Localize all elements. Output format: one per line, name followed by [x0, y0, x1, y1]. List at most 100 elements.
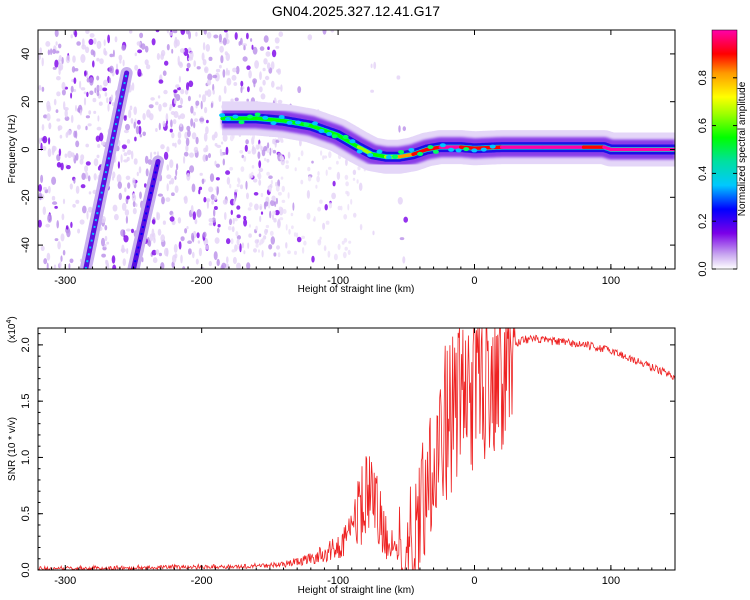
- noise-speck: [68, 263, 71, 269]
- noise-speck: [311, 160, 314, 164]
- noise-speck: [256, 239, 260, 243]
- noise-speck: [280, 84, 283, 92]
- noise-speck: [46, 252, 51, 261]
- colorbar-axes: 0.0 0.2 0.4 0.6 0.8: [697, 70, 737, 277]
- x-tick-label: 0: [471, 575, 477, 587]
- noise-speck: [193, 146, 199, 154]
- noise-speck: [75, 185, 80, 194]
- noise-speck: [281, 199, 286, 203]
- noise-speck: [60, 255, 63, 262]
- noise-speck: [265, 224, 270, 229]
- noise-speck: [248, 233, 252, 238]
- noise-speck: [79, 158, 84, 165]
- noise-speck: [102, 246, 107, 251]
- noise-speck: [134, 64, 139, 71]
- noise-speck: [56, 91, 61, 97]
- ridge-spot: [480, 147, 487, 152]
- noise-speck: [61, 57, 64, 65]
- spectrogram-ylabel: Frequency (Hz): [7, 115, 18, 184]
- noise-speck: [232, 67, 237, 73]
- noise-speck: [182, 266, 186, 269]
- noise-speck: [177, 131, 182, 139]
- noise-speck: [216, 186, 219, 195]
- noise-speck: [222, 158, 225, 166]
- noise-speck: [208, 186, 214, 193]
- noise-speck: [247, 242, 250, 249]
- noise-speck: [175, 169, 178, 177]
- noise-speck: [263, 58, 268, 65]
- y-tick-label: 0: [20, 146, 32, 152]
- noise-speck: [74, 68, 79, 72]
- noise-speck: [234, 97, 239, 102]
- noise-speck: [133, 121, 136, 129]
- noise-speck: [373, 61, 377, 70]
- y-tick-label: 1.5: [20, 394, 32, 409]
- noise-speck: [166, 164, 170, 171]
- noise-speck: [370, 89, 374, 93]
- noise-speck: [112, 204, 118, 212]
- noise-speck: [246, 98, 249, 103]
- noise-speck: [258, 143, 262, 149]
- noise-speck: [186, 62, 191, 68]
- noise-speck: [344, 174, 349, 180]
- noise-speck: [105, 259, 108, 265]
- noise-speck: [313, 216, 316, 222]
- noise-speck: [316, 175, 320, 183]
- noise-speck: [201, 178, 205, 185]
- noise-speck: [252, 46, 258, 55]
- noise-speck: [236, 214, 241, 219]
- ridge-segment: [397, 152, 415, 159]
- noise-speck: [173, 111, 179, 118]
- noise-speck: [86, 91, 89, 98]
- noise-speck: [139, 191, 142, 199]
- ridge-spot: [471, 148, 478, 153]
- noise-speck: [85, 115, 90, 119]
- noise-speck: [247, 207, 252, 211]
- ridge-spot: [318, 129, 325, 133]
- noise-speck: [88, 110, 92, 115]
- noise-speck: [206, 31, 212, 39]
- noise-speck: [162, 220, 166, 225]
- ridge-segment: [411, 147, 429, 157]
- noise-speck: [128, 109, 132, 119]
- noise-speck: [155, 30, 160, 33]
- noise-speck: [51, 176, 57, 185]
- spectrogram-xlabel: Height of straight line (km): [298, 284, 415, 295]
- steep-ridge-2: [127, 155, 165, 269]
- noise-speck: [106, 241, 110, 245]
- noise-speck: [120, 154, 123, 163]
- noise-speck: [345, 181, 349, 187]
- noise-speck: [236, 240, 240, 245]
- noise-speck: [259, 86, 263, 93]
- noise-speck: [307, 34, 313, 41]
- noise-speck: [98, 101, 103, 106]
- noise-speck: [356, 179, 359, 184]
- noise-speck: [53, 264, 57, 269]
- noise-speck: [174, 253, 178, 259]
- noise-speck: [180, 97, 183, 106]
- noise-speck: [333, 253, 338, 261]
- noise-speck: [193, 60, 196, 67]
- colorbar-tick-label: 0.4: [697, 166, 709, 181]
- noise-speck: [79, 109, 82, 116]
- noise-speck: [166, 44, 170, 51]
- ridge-spot: [312, 121, 318, 126]
- noise-speck: [77, 124, 81, 130]
- noise-speck: [205, 126, 209, 135]
- noise-speck: [213, 251, 218, 261]
- noise-speck: [226, 77, 232, 86]
- noise-speck: [343, 214, 348, 220]
- noise-speck: [214, 195, 217, 201]
- noise-speck: [87, 206, 93, 213]
- noise-speck: [137, 49, 143, 54]
- snr-ylabel: SNR (10 * v/v): [7, 417, 18, 481]
- noise-speck: [248, 70, 252, 79]
- noise-speck: [96, 154, 100, 159]
- noise-speck: [225, 263, 230, 269]
- noise-speck: [270, 179, 273, 185]
- noise-speck: [241, 242, 245, 249]
- noise-speck: [271, 148, 273, 152]
- noise-speck: [166, 183, 169, 192]
- ridge-spot: [385, 155, 392, 159]
- noise-speck: [246, 262, 251, 269]
